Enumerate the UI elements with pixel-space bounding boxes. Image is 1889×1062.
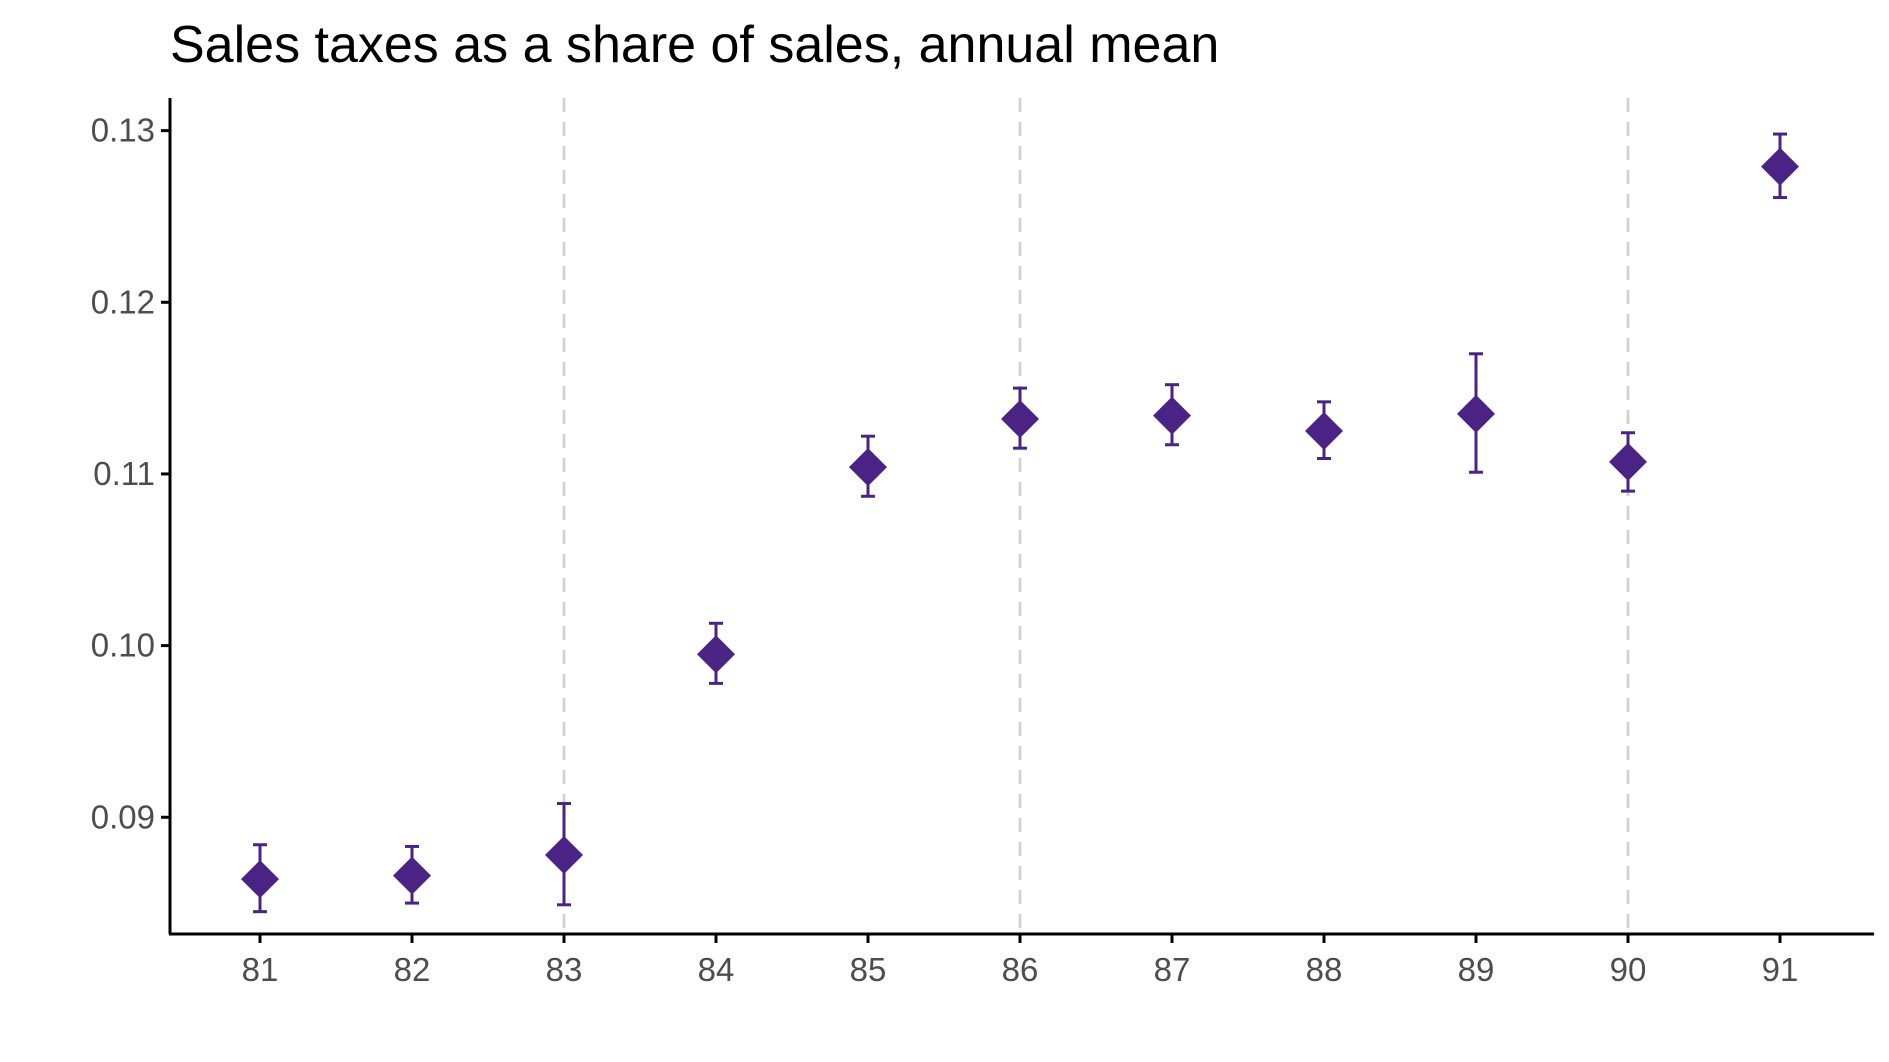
y-tick-label: 0.09	[91, 798, 155, 835]
data-point	[1609, 442, 1647, 481]
reference-lines	[562, 98, 1630, 934]
data-point	[1001, 400, 1039, 439]
data-point	[849, 448, 887, 487]
data-point	[1153, 396, 1191, 435]
x-tick-label: 84	[698, 951, 735, 988]
data-points	[241, 132, 1799, 914]
x-ticks: 81 82 83 84 85 86 87 88 89 90 91	[242, 934, 1799, 988]
data-point	[393, 856, 431, 895]
x-tick-label: 89	[1458, 951, 1495, 988]
y-tick-label: 0.13	[91, 112, 155, 149]
data-point	[697, 635, 735, 674]
x-tick-label: 81	[242, 951, 279, 988]
y-tick-label: 0.12	[91, 283, 155, 320]
data-point	[1305, 412, 1343, 451]
chart-title: Sales taxes as a share of sales, annual …	[170, 16, 1219, 74]
x-tick-label: 82	[394, 951, 431, 988]
y-tick-label: 0.10	[91, 627, 155, 664]
x-tick-label: 86	[1002, 951, 1039, 988]
data-point	[545, 836, 583, 875]
y-tick-label: 0.11	[93, 455, 155, 492]
data-point	[1457, 394, 1495, 433]
x-tick-label: 83	[546, 951, 583, 988]
y-ticks: 0.09 0.10 0.11 0.12 0.13	[91, 112, 170, 835]
x-tick-label: 88	[1306, 951, 1343, 988]
data-point	[241, 860, 279, 899]
x-tick-label: 87	[1154, 951, 1191, 988]
data-point	[1761, 147, 1799, 186]
x-tick-label: 90	[1610, 951, 1647, 988]
x-tick-label: 85	[850, 951, 887, 988]
x-tick-label: 91	[1762, 951, 1799, 988]
